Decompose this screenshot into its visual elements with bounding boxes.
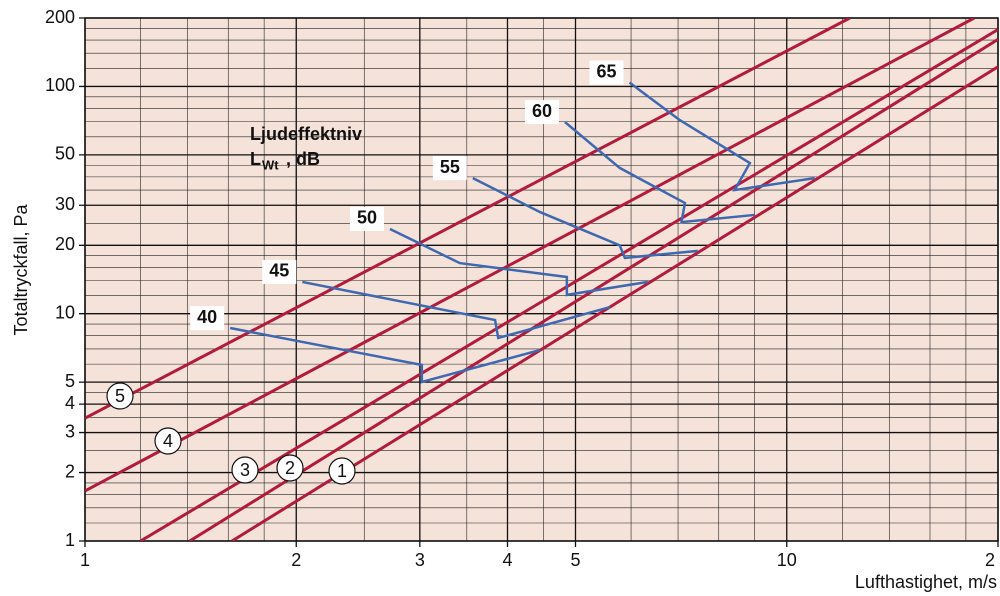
label-background [349,206,384,231]
series-line [302,280,611,340]
x-tick-label: 5 [570,550,580,570]
annotation-title: Ljudeffektniv [250,124,362,144]
y-tick-label: 30 [55,194,75,214]
series-label: 60 [532,101,552,121]
series-label: 3 [240,460,250,480]
series-label: 40 [197,307,217,327]
label-background [190,306,225,331]
series-marker-circle [106,382,134,410]
label-background [262,259,297,284]
y-tick-label: 3 [65,421,75,441]
series-marker-circle [231,456,259,484]
y-tick-label: 20 [55,234,75,254]
label-background [432,156,467,181]
series-line [229,326,541,384]
annotation-unit: , dB [286,149,320,169]
x-tick-label: 4 [502,550,512,570]
series-line [139,28,998,541]
series-label: 5 [115,386,125,406]
series-line [85,18,851,420]
plot-frame [84,17,999,542]
annotation-subscript: Wt [262,157,279,172]
series-label: 50 [357,208,377,228]
y-tick-label: 10 [55,302,75,322]
series-label: 55 [440,157,460,177]
series-line [85,18,975,493]
series-line [231,65,998,541]
series-line [389,227,649,297]
series-marker-circle [154,427,182,455]
x-tick-label: 1 [80,550,90,570]
x-axis-label: Lufthastighet, m/s [855,572,997,592]
y-tick-label: 5 [65,371,75,391]
plot-background [85,18,998,541]
y-tick-label: 200 [45,7,75,27]
series-label: 45 [269,261,289,281]
series-label: 1 [337,461,347,481]
series-layer [85,18,998,541]
series-label: 65 [597,61,617,81]
y-tick-label: 1 [65,530,75,550]
y-tick-label: 4 [65,393,75,413]
x-tick-label: 2 [985,550,995,570]
series-label: 4 [163,431,173,451]
label-background [589,60,624,85]
series-line [564,121,755,224]
y-tick-label: 50 [55,144,75,164]
annotation-symbol: L [250,149,261,169]
series-marker-circle [328,457,356,485]
label-background [524,100,559,125]
x-tick-label: 10 [777,550,797,570]
series-label: 2 [285,458,295,478]
series-line [628,81,815,192]
x-tick-label: 3 [415,550,425,570]
series-marker-circle [276,454,304,482]
y-axis-label: Totaltryckfall, Pa [11,203,31,335]
x-tick-label: 2 [291,550,301,570]
series-line [472,176,698,260]
y-tick-label: 100 [45,75,75,95]
y-tick-label: 2 [65,461,75,481]
